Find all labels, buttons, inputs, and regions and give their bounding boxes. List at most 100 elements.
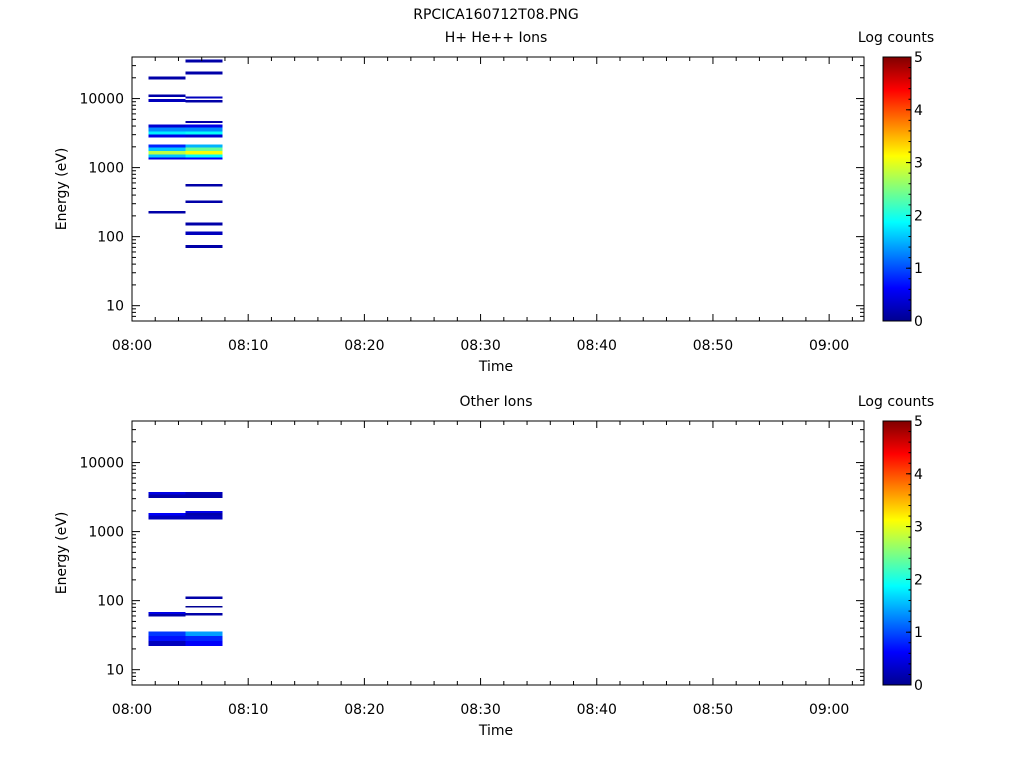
colorbar-tick-label: 5 (914, 414, 923, 430)
heatmap-cell (185, 510, 223, 514)
colorbar-tick-label: 2 (914, 572, 923, 588)
heatmap-cell (148, 127, 186, 132)
heatmap-cell (185, 631, 223, 636)
heatmap-cell (185, 134, 223, 138)
heatmap-cell (185, 157, 223, 160)
heatmap-cell (148, 211, 186, 214)
x-tick-label: 09:00 (809, 702, 849, 718)
x-tick-label: 08:30 (460, 338, 500, 354)
heatmap-cell (148, 134, 186, 138)
y-tick-label: 10 (106, 663, 124, 679)
y-tick-label: 1000 (88, 161, 124, 177)
y-tick-labels: 10 100 1000 10000 (79, 456, 124, 679)
heatmap-cell (148, 635, 186, 642)
y-tick-label: 1000 (88, 525, 124, 541)
heatmap-cell (148, 492, 186, 495)
heatmap-cell (185, 492, 223, 495)
x-tick-label: 08:20 (344, 338, 384, 354)
heatmap-cell (185, 513, 223, 516)
x-tick-label: 09:00 (809, 338, 849, 354)
heatmap-cell (185, 222, 223, 226)
heatmap-cell (185, 635, 223, 642)
colorbar: 0 1 2 3 4 5 (882, 50, 923, 330)
panel-title: H+ He++ Ions (445, 30, 548, 46)
heatmap-cell (185, 183, 223, 187)
axes (131, 56, 865, 322)
colorbar: 0 1 2 3 4 5 (882, 414, 923, 694)
y-tick-label: 10000 (79, 92, 124, 108)
colorbar-label: Log counts (858, 394, 934, 410)
heatmap-cell (185, 641, 223, 646)
heatmap-cell (185, 59, 223, 63)
colorbar-tick-label: 2 (914, 208, 923, 224)
x-tick-label: 08:50 (693, 702, 733, 718)
heatmap-cell (185, 200, 223, 204)
x-tick-label: 08:40 (577, 338, 617, 354)
heatmap-cell (185, 71, 223, 75)
y-tick-label: 10000 (79, 456, 124, 472)
colorbar-tick-label: 0 (914, 314, 923, 330)
heatmap-cell (185, 244, 223, 248)
heatmap-cell (148, 515, 186, 520)
y-axis-label: Energy (eV) (54, 148, 70, 231)
heatmap-cell (185, 613, 223, 616)
heatmap-cell (185, 494, 223, 499)
heatmap-cell (185, 231, 223, 236)
heatmap-cell (185, 596, 223, 599)
heatmap-cell (148, 144, 186, 148)
figure-title: RPCICA160712T08.PNG (413, 7, 578, 23)
colorbar-tick-label: 3 (914, 156, 923, 172)
heatmap-cell (148, 612, 186, 614)
axes (131, 420, 865, 686)
plot-frame (131, 420, 865, 686)
heatmap-cell (148, 131, 186, 135)
heatmap-cell (148, 99, 186, 102)
y-tick-labels: 10 100 1000 10000 (79, 92, 124, 315)
heatmap-cell (185, 121, 223, 124)
x-axis-label: Time (478, 359, 513, 375)
colorbar-tick-label: 4 (914, 467, 923, 483)
heatmap-cell (148, 513, 186, 516)
x-tick-label: 08:40 (577, 702, 617, 718)
heatmap-cell (148, 631, 186, 636)
heatmap-cell (148, 124, 186, 128)
heatmap-cells (148, 59, 223, 248)
x-tick-label: 08:50 (693, 338, 733, 354)
colorbar-tick-label: 1 (914, 625, 923, 641)
heatmap-cell (148, 641, 186, 646)
plot-frame (131, 56, 865, 322)
heatmap-cell (185, 144, 223, 148)
heatmap-cell (148, 154, 186, 158)
colorbar-tick-label: 0 (914, 678, 923, 694)
heatmap-cell (185, 131, 223, 135)
heatmap-cell (185, 100, 223, 103)
heatmap-cell (185, 124, 223, 128)
x-tick-label: 08:10 (228, 338, 268, 354)
colorbar-tick-label: 3 (914, 520, 923, 536)
heatmap-cell (148, 94, 186, 98)
panel-title: Other Ions (459, 394, 532, 410)
heatmap-cell (148, 150, 186, 155)
y-tick-label: 100 (97, 230, 124, 246)
x-tick-labels: 08:00 08:10 08:20 08:30 08:40 08:50 09:00 (112, 338, 850, 354)
y-tick-label: 10 (106, 299, 124, 315)
heatmap-cell (148, 494, 186, 499)
x-tick-label: 08:00 (112, 338, 152, 354)
heatmap-cell (185, 96, 223, 99)
x-axis-label: Time (478, 723, 513, 739)
heatmap-cell (185, 154, 223, 158)
x-tick-label: 08:30 (460, 702, 500, 718)
x-tick-label: 08:00 (112, 702, 152, 718)
heatmap-cell (185, 605, 223, 608)
heatmap-cell (148, 157, 186, 160)
x-tick-label: 08:10 (228, 702, 268, 718)
colorbar-tick-label: 4 (914, 103, 923, 119)
heatmap-cell (148, 76, 186, 80)
heatmap-cell (185, 147, 223, 151)
colorbar-tick-label: 5 (914, 50, 923, 66)
colorbar-tick-label: 1 (914, 261, 923, 277)
x-tick-label: 08:20 (344, 702, 384, 718)
y-tick-label: 100 (97, 594, 124, 610)
heatmap-cells (148, 492, 223, 646)
